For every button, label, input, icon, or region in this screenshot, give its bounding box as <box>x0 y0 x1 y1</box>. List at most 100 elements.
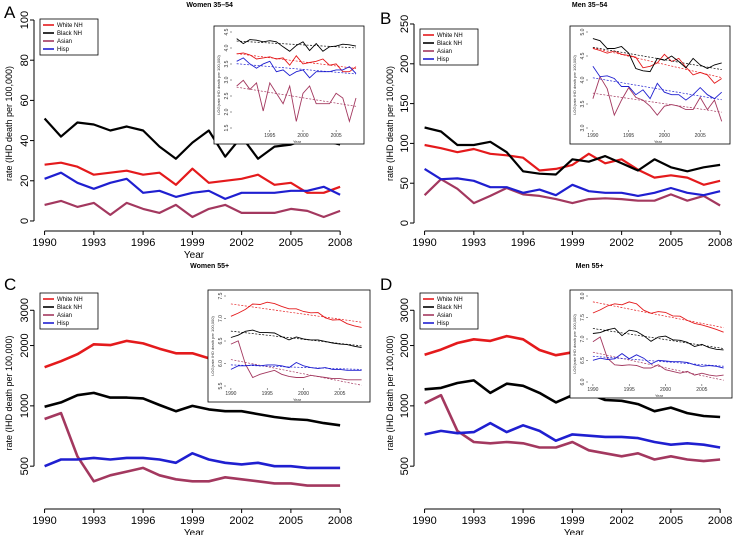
x-tick-label: 1999 <box>180 515 204 527</box>
panel-title: Women 55+ <box>190 263 229 270</box>
inset-frame <box>569 289 733 399</box>
inset-plot: 6.0 6.5 7.0 7.5 8.0 1990 1995 2000 2005 Year LOG(r… <box>569 289 733 399</box>
legend-label: Black NH <box>437 41 462 47</box>
inset-trend-line <box>592 77 722 101</box>
inset-trend-line <box>230 330 362 347</box>
inset-series-line <box>592 336 724 377</box>
inset-x-title: Year <box>655 393 664 398</box>
series-line-black-nh <box>44 391 341 427</box>
x-tick-label: 2002 <box>609 237 633 249</box>
inset-y-tick-label: 2.5 <box>224 92 230 99</box>
inset-x-tick-label: 2000 <box>659 133 670 139</box>
inset-plot: 1.5 2.0 2.5 3.0 3.5 4.0 4.5 1995 2000 2005 Year LOG… <box>213 25 365 145</box>
inset-x-tick-label: 2005 <box>331 133 342 139</box>
panel-c: C Women 55+ 1990 1993 1996 1999 2002 2005 2008 50… <box>4 263 371 535</box>
inset-series-line <box>230 340 362 381</box>
x-tick-label: 1999 <box>560 515 584 527</box>
x-tick-label: 1999 <box>180 237 204 249</box>
inset-y-tick-label: 7.0 <box>218 315 224 322</box>
x-tick-label: 1990 <box>32 515 56 527</box>
inset-series-line <box>592 38 722 73</box>
inset-x-tick-label: 2000 <box>298 391 309 397</box>
inset-x-tick-label: 1990 <box>587 133 598 139</box>
series-line-hisp <box>424 421 721 449</box>
legend-label: Black NH <box>57 31 82 37</box>
y-axis-title: rate (IHD death per 100,000) <box>4 66 14 181</box>
x-axis-title: Year <box>564 528 585 535</box>
inset-x-tick-label: 2005 <box>696 387 707 393</box>
y-tick-label: 50 <box>399 177 411 189</box>
x-tick-label: 2005 <box>659 237 683 249</box>
legend-label: Hisp <box>437 321 450 327</box>
x-tick-label: 1993 <box>82 237 106 249</box>
series-line-white-nh <box>44 161 341 194</box>
y-tick-label: 3000 <box>399 298 411 322</box>
inset-trend-line <box>592 47 722 78</box>
x-tick-label: 2005 <box>659 515 683 527</box>
inset-y-tick-label: 3.0 <box>580 124 586 131</box>
panel-title: Men 55+ <box>576 263 604 270</box>
inset-plot: 5.5 6.0 6.5 7.0 7.5 1990 1995 2000 2005 Year LOG(r… <box>207 289 371 403</box>
inset-x-title: Year <box>293 139 302 144</box>
inset-x-tick-label: 2005 <box>695 133 706 139</box>
series-line-asian <box>44 199 341 219</box>
x-tick-label: 1990 <box>412 237 436 249</box>
inset-y-tick-label: 4.5 <box>224 28 230 35</box>
panel-title: Men 35–54 <box>572 2 608 9</box>
inset-y-tick-label: 3.5 <box>224 60 230 67</box>
y-tick-label: 2000 <box>19 333 31 357</box>
inset-series-line <box>230 329 362 348</box>
x-tick-label: 1996 <box>511 515 535 527</box>
y-tick-label: 250 <box>399 15 411 33</box>
x-tick-label: 2008 <box>328 515 352 527</box>
inset-y-tick-label: 2.0 <box>224 108 230 115</box>
legend-label: Asian <box>437 49 452 55</box>
legend-label: White NH <box>437 297 463 303</box>
inset-frame <box>207 289 371 403</box>
inset-trend-line <box>230 364 362 370</box>
series-line-black-nh <box>424 126 721 176</box>
inset-trend-line <box>592 46 722 70</box>
x-tick-label: 1993 <box>82 515 106 527</box>
inset-trend-line <box>230 303 362 323</box>
legend: White NH Black NH Asian Hisp <box>39 292 99 330</box>
x-tick-label: 1990 <box>412 515 436 527</box>
panel-letter: B <box>380 9 391 28</box>
inset-frame <box>569 25 731 145</box>
x-tick-label: 2002 <box>229 237 253 249</box>
inset-trend-line <box>592 328 724 349</box>
inset-plot: 3.0 3.5 4.0 4.5 5.0 1990 1995 2000 2005 Year LOG(r… <box>569 25 731 145</box>
inset-x-title: Year <box>293 397 302 402</box>
y-tick-label: 1000 <box>19 394 31 418</box>
inset-y-title: LOG(rate IHD death per 100,000) <box>216 55 221 115</box>
inset-y-title: LOG(rate IHD death per 100,000) <box>572 55 577 115</box>
series-line-hisp <box>44 171 341 200</box>
inset-x-title: Year <box>654 139 663 144</box>
series-line-white-nh <box>424 143 721 186</box>
legend: White NH Black NH Asian Hisp <box>419 292 479 330</box>
inset-y-tick-label: 6.5 <box>580 357 586 364</box>
x-tick-label: 1996 <box>511 237 535 249</box>
legend-label: Black NH <box>437 305 462 311</box>
panel-b: B Men 35–54 1990 1993 1996 1999 2002 2005 2008 0 5… <box>380 2 732 249</box>
y-tick-label: 60 <box>19 94 31 106</box>
inset-y-tick-label: 6.5 <box>218 337 224 344</box>
panel-d: D Men 55+ 1990 1993 1996 1999 2002 2005 2008 500 1… <box>380 263 733 535</box>
inset-series-line <box>592 75 723 122</box>
series-line-asian <box>424 393 721 463</box>
inset-series-line <box>236 38 357 52</box>
y-tick-label: 20 <box>19 175 31 187</box>
panel-letter: A <box>4 3 16 22</box>
series-line-hisp <box>424 167 721 197</box>
inset-trend-line <box>230 359 362 386</box>
inset-x-tick-label: 2005 <box>334 391 345 397</box>
inset-trend-line <box>592 301 724 328</box>
inset-y-tick-label: 6.0 <box>580 378 586 385</box>
y-tick-label: 3000 <box>19 298 31 322</box>
x-axis-title: Year <box>184 528 205 535</box>
x-tick-label: 1996 <box>131 515 155 527</box>
inset-y-tick-label: 3.5 <box>580 100 586 107</box>
inset-x-tick-label: 1995 <box>624 387 635 393</box>
y-tick-label: 500 <box>399 457 411 475</box>
